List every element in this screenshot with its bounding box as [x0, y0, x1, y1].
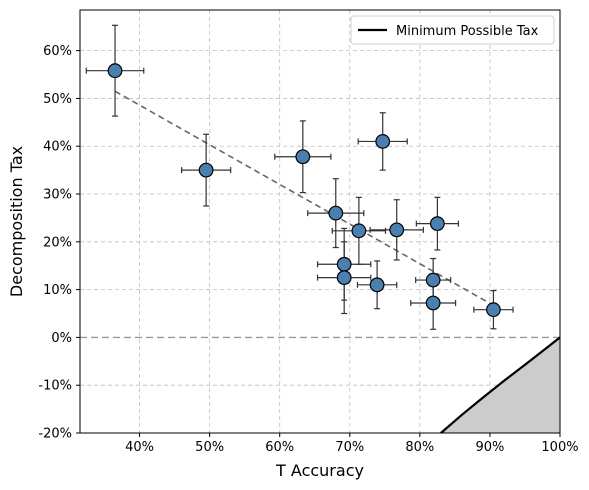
- y-tick-label-8: 60%: [43, 44, 72, 59]
- y-tick-label-7: 50%: [43, 92, 72, 107]
- x-tick-label-0: 40%: [125, 440, 154, 455]
- y-axis-label: Decomposition Tax: [7, 146, 26, 297]
- x-tick-label-4: 80%: [405, 440, 434, 455]
- minimum-tax-curve-layer: [440, 336, 561, 434]
- data-point-8: [336, 256, 352, 272]
- data-point-11: [425, 272, 441, 288]
- grid-layer: [80, 10, 560, 433]
- minimum-tax-curve: [440, 336, 561, 434]
- x-tick-label-1: 50%: [195, 440, 224, 455]
- data-point-10: [369, 277, 385, 293]
- x-axis-label: T Accuracy: [275, 461, 364, 480]
- legend-box: [350, 15, 555, 45]
- data-point-7: [429, 216, 445, 232]
- y-tick-label-5: 30%: [43, 188, 72, 203]
- y-tick-label-6: 40%: [43, 140, 72, 155]
- data-point-13: [486, 302, 501, 318]
- x-tick-label-3: 70%: [335, 440, 364, 455]
- data-point-12: [425, 295, 441, 311]
- x-tick-label-2: 60%: [265, 440, 294, 455]
- data-point-5: [375, 134, 391, 149]
- data-point-1: [198, 162, 214, 178]
- x-tick-label-6: 100%: [541, 440, 578, 455]
- data-point-2: [295, 149, 311, 165]
- y-tick-label-4: 20%: [43, 235, 72, 250]
- tick-layer: 40% 50% 60% 70% 80% 90% 100% -20% -10% 0% 10% 20% 30…: [38, 44, 578, 455]
- y-tick-label-1: -10%: [38, 379, 72, 394]
- trend-line: [114, 90, 494, 307]
- legend: Minimum Possible Tax: [350, 15, 555, 45]
- data-point-9: [336, 270, 352, 286]
- legend-label-minimum-tax: Minimum Possible Tax: [396, 24, 539, 39]
- data-point-layer: [107, 63, 501, 318]
- y-tick-label-3: 10%: [43, 283, 72, 298]
- x-tick-label-5: 90%: [475, 440, 504, 455]
- error-bar-layer: [85, 24, 514, 330]
- data-point-6: [389, 222, 405, 238]
- plot-frame: [79, 9, 561, 434]
- data-point-4: [351, 223, 367, 239]
- data-point-0: [107, 63, 123, 79]
- y-tick-label-0: -20%: [38, 427, 72, 442]
- y-tick-label-2: 0%: [51, 331, 72, 346]
- trend-line-layer: [114, 90, 494, 307]
- data-point-3: [328, 205, 344, 221]
